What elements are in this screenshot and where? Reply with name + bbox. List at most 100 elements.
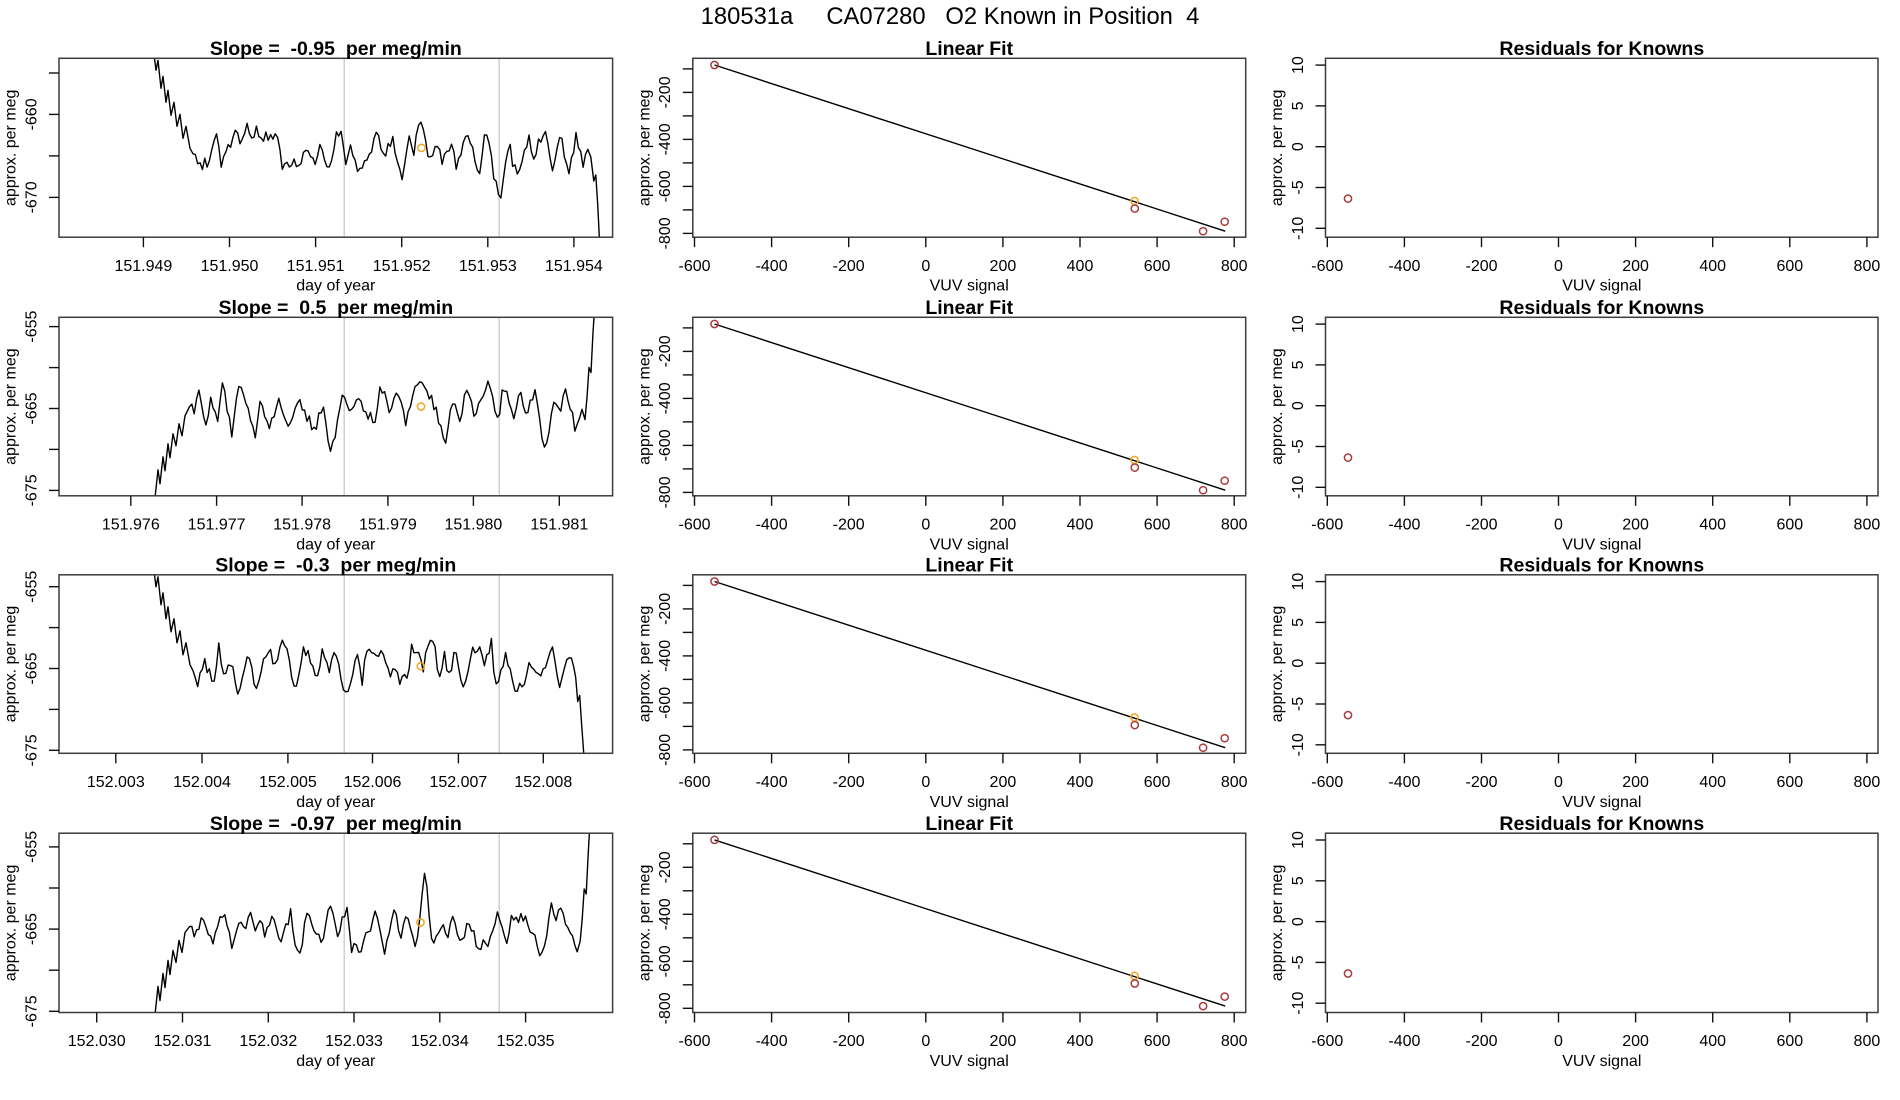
- svg-text:152.033: 152.033: [325, 1033, 383, 1050]
- svg-text:152.035: 152.035: [497, 1033, 555, 1050]
- svg-text:600: 600: [1776, 1033, 1803, 1050]
- svg-text:400: 400: [1067, 258, 1094, 275]
- svg-text:152.007: 152.007: [429, 774, 487, 791]
- svg-text:151.949: 151.949: [114, 258, 172, 275]
- svg-text:approx. per meg: approx. per meg: [3, 606, 20, 723]
- svg-text:0: 0: [1290, 142, 1307, 151]
- svg-text:-10: -10: [1290, 733, 1307, 756]
- svg-text:-200: -200: [1465, 516, 1497, 533]
- svg-text:152.006: 152.006: [344, 774, 402, 791]
- svg-text:-400: -400: [756, 516, 788, 533]
- svg-text:0: 0: [921, 516, 930, 533]
- svg-text:0: 0: [921, 1033, 930, 1050]
- svg-text:10: 10: [1290, 573, 1307, 591]
- svg-text:-200: -200: [1465, 774, 1497, 791]
- svg-text:400: 400: [1699, 258, 1726, 275]
- svg-text:800: 800: [1854, 774, 1881, 791]
- svg-text:-600: -600: [657, 170, 674, 202]
- svg-text:Slope = 0.5 per meg/min: Slope = 0.5 per meg/min: [218, 297, 453, 319]
- svg-text:approx. per meg: approx. per meg: [636, 865, 653, 982]
- svg-text:-655: -655: [23, 310, 40, 342]
- svg-text:10: 10: [1290, 831, 1307, 849]
- svg-text:800: 800: [1854, 516, 1881, 533]
- svg-text:151.950: 151.950: [201, 258, 259, 275]
- svg-text:151.981: 151.981: [530, 516, 588, 533]
- svg-text:-200: -200: [657, 76, 674, 108]
- svg-text:approx. per meg: approx. per meg: [1269, 90, 1286, 207]
- svg-text:400: 400: [1699, 516, 1726, 533]
- svg-text:180531a CA07280 O2 Known: 180531a CA07280 O2 Known in Position 4: [701, 3, 1200, 30]
- svg-text:152.031: 152.031: [154, 1033, 212, 1050]
- svg-text:-800: -800: [657, 476, 674, 508]
- svg-text:-600: -600: [1311, 258, 1343, 275]
- svg-text:152.004: 152.004: [173, 774, 231, 791]
- svg-text:-665: -665: [23, 392, 40, 424]
- svg-text:800: 800: [1854, 258, 1881, 275]
- svg-text:Residuals for Knowns: Residuals for Knowns: [1499, 38, 1704, 60]
- svg-text:-600: -600: [657, 687, 674, 719]
- svg-text:151.979: 151.979: [359, 516, 417, 533]
- svg-text:VUV signal: VUV signal: [930, 536, 1009, 553]
- svg-text:152.030: 152.030: [68, 1033, 126, 1050]
- svg-text:200: 200: [1622, 1033, 1649, 1050]
- svg-text:-400: -400: [756, 774, 788, 791]
- svg-text:0: 0: [921, 774, 930, 791]
- svg-text:-665: -665: [23, 913, 40, 945]
- svg-text:400: 400: [1067, 1033, 1094, 1050]
- svg-text:VUV signal: VUV signal: [1562, 794, 1641, 811]
- svg-text:Residuals for Knowns: Residuals for Knowns: [1499, 555, 1704, 577]
- svg-text:-675: -675: [23, 734, 40, 766]
- svg-text:-665: -665: [23, 652, 40, 684]
- svg-text:Slope = -0.95 per meg/min: Slope = -0.95 per meg/min: [210, 38, 462, 60]
- svg-text:-600: -600: [1311, 516, 1343, 533]
- svg-text:200: 200: [990, 516, 1017, 533]
- svg-text:600: 600: [1776, 258, 1803, 275]
- svg-text:-600: -600: [1311, 774, 1343, 791]
- svg-text:Linear Fit: Linear Fit: [925, 297, 1013, 319]
- svg-text:800: 800: [1221, 774, 1248, 791]
- svg-text:-400: -400: [1388, 1033, 1420, 1050]
- svg-text:approx. per meg: approx. per meg: [3, 90, 20, 207]
- svg-text:day of year: day of year: [296, 794, 376, 811]
- svg-text:400: 400: [1699, 774, 1726, 791]
- svg-text:-200: -200: [1465, 1033, 1497, 1050]
- svg-text:200: 200: [1622, 774, 1649, 791]
- svg-text:-800: -800: [657, 734, 674, 766]
- svg-text:VUV signal: VUV signal: [930, 794, 1009, 811]
- svg-text:5: 5: [1290, 101, 1307, 110]
- svg-text:0: 0: [1554, 258, 1563, 275]
- svg-text:0: 0: [1554, 774, 1563, 791]
- svg-text:152.032: 152.032: [239, 1033, 297, 1050]
- svg-text:VUV signal: VUV signal: [1562, 536, 1641, 553]
- svg-text:Linear Fit: Linear Fit: [925, 38, 1013, 60]
- svg-text:151.953: 151.953: [459, 258, 517, 275]
- svg-text:-5: -5: [1290, 180, 1307, 194]
- svg-text:-200: -200: [833, 258, 865, 275]
- svg-text:152.003: 152.003: [87, 774, 145, 791]
- svg-text:-600: -600: [678, 258, 710, 275]
- svg-text:VUV signal: VUV signal: [930, 1053, 1009, 1070]
- svg-text:151.977: 151.977: [188, 516, 246, 533]
- svg-text:-400: -400: [756, 258, 788, 275]
- svg-text:400: 400: [1067, 516, 1094, 533]
- svg-text:-10: -10: [1290, 217, 1307, 240]
- svg-text:Slope = -0.97 per meg/min: Slope = -0.97 per meg/min: [210, 813, 462, 835]
- svg-text:Residuals for Knowns: Residuals for Knowns: [1499, 297, 1704, 319]
- svg-text:approx. per meg: approx. per meg: [1269, 606, 1286, 723]
- svg-text:600: 600: [1144, 516, 1171, 533]
- svg-text:152.034: 152.034: [411, 1033, 469, 1050]
- svg-text:-200: -200: [657, 593, 674, 625]
- svg-text:Residuals for Knowns: Residuals for Knowns: [1499, 813, 1704, 835]
- svg-text:-675: -675: [23, 474, 40, 506]
- svg-text:5: 5: [1290, 876, 1307, 885]
- svg-text:-600: -600: [678, 774, 710, 791]
- svg-text:151.954: 151.954: [545, 258, 603, 275]
- svg-text:day of year: day of year: [296, 278, 376, 295]
- svg-text:-655: -655: [23, 571, 40, 603]
- svg-text:600: 600: [1144, 1033, 1171, 1050]
- svg-text:VUV signal: VUV signal: [930, 278, 1009, 295]
- svg-text:-10: -10: [1290, 476, 1307, 499]
- svg-text:800: 800: [1854, 1033, 1881, 1050]
- svg-text:151.951: 151.951: [287, 258, 345, 275]
- svg-text:-200: -200: [1465, 258, 1497, 275]
